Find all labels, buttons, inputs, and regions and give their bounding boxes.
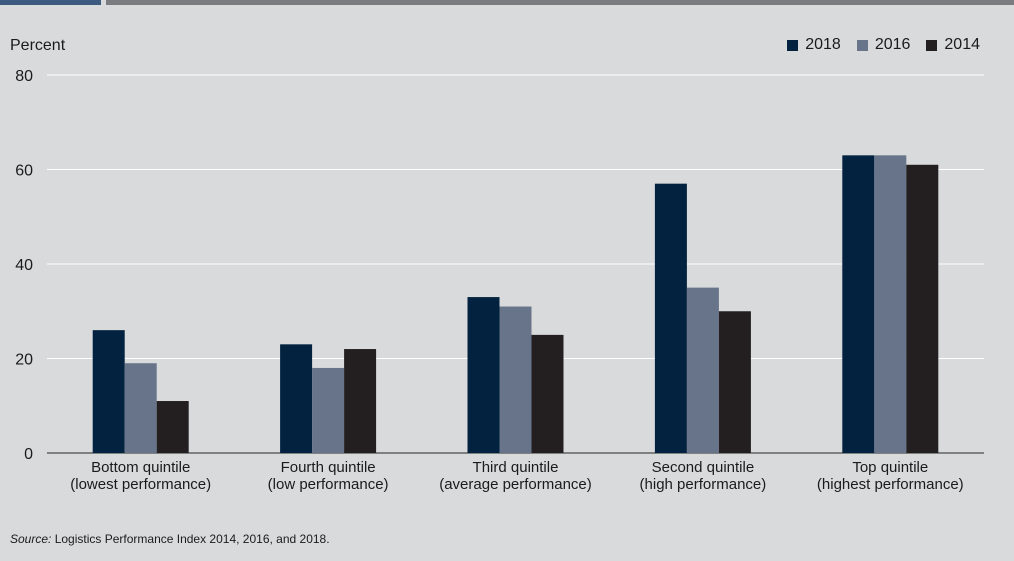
x-tick-label: Fourth quintile	[281, 459, 376, 476]
legend-label-2018: 2018	[805, 36, 841, 53]
x-tick-label: (lowest performance)	[70, 476, 211, 493]
legend-swatch-2014	[926, 39, 938, 51]
bar-2014-0	[156, 401, 189, 453]
bar-2018-3	[654, 183, 687, 454]
x-tick-label: (highest performance)	[817, 476, 964, 493]
label-layer: Bottom quintile(lowest performance) Fourt…	[70, 459, 963, 493]
bar-2014-1	[344, 349, 377, 453]
bar-2018-0	[92, 330, 125, 453]
bar-2016-2	[499, 306, 532, 453]
y-tick-label: 60	[15, 163, 33, 180]
x-tick-label: (average performance)	[439, 476, 592, 493]
legend: 2018 2016 2014	[787, 36, 980, 54]
legend-label-2016: 2016	[874, 36, 911, 53]
top-accent-bar	[0, 0, 101, 5]
source-note: Source: Logistics Performance Index 2014…	[10, 532, 330, 546]
legend-item-2014: 2014	[926, 36, 980, 54]
bar-2018-1	[280, 344, 313, 453]
source-label: Source:	[10, 532, 52, 546]
y-tick-label: 40	[15, 257, 33, 274]
bar-2016-4	[874, 155, 907, 453]
x-tick-label: Top quintile	[852, 459, 928, 476]
legend-swatch-2018	[787, 39, 799, 51]
legend-item-2016: 2016	[856, 36, 911, 54]
bar-2014-2	[531, 334, 564, 453]
legend-label-2014: 2014	[944, 36, 980, 53]
y-tick-label: 80	[15, 68, 33, 85]
y-axis-label: Percent	[10, 37, 66, 54]
bar-layer	[92, 155, 939, 454]
bar-2018-2	[467, 297, 500, 453]
y-tick-label: 0	[24, 446, 33, 463]
x-tick-label: Third quintile	[473, 459, 559, 476]
bar-2018-4	[842, 155, 875, 453]
legend-swatch-2016	[856, 39, 868, 51]
x-tick-label: (high performance)	[640, 476, 767, 493]
legend-item-2018: 2018	[787, 36, 841, 54]
y-tick-label: 20	[15, 352, 33, 369]
bar-2014-4	[906, 164, 939, 453]
bar-2016-1	[312, 367, 345, 453]
top-rule-bar	[106, 0, 1014, 5]
x-tick-label: Bottom quintile	[91, 459, 190, 476]
source-text: Logistics Performance Index 2014, 2016, …	[51, 532, 330, 546]
x-tick-label: (low performance)	[268, 476, 389, 493]
x-tick-label: Second quintile	[652, 459, 755, 476]
bar-2016-3	[686, 287, 719, 453]
bar-2016-0	[124, 363, 157, 453]
bar-2014-3	[718, 311, 751, 453]
